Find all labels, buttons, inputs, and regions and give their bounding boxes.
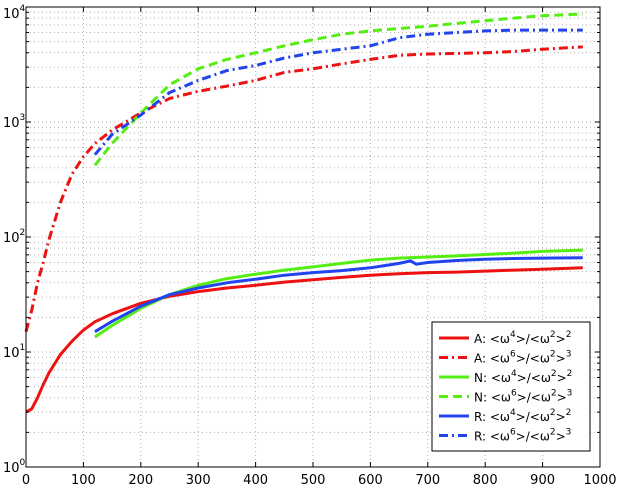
- x-tick-label: 0: [22, 473, 30, 488]
- x-tick-label: 500: [301, 473, 326, 488]
- y-tick-label: 100: [3, 458, 26, 476]
- series-line-6: [93, 28, 583, 156]
- y-tick-label: 104: [3, 4, 26, 22]
- legend-box: [431, 321, 591, 452]
- x-tick-label: 100: [71, 473, 96, 488]
- y-tick-label: 101: [3, 343, 25, 361]
- legend-label: N: <ω4>/<ω2>2: [474, 369, 572, 385]
- series-line-1: [25, 266, 583, 414]
- x-tick-label: 1000: [583, 473, 616, 488]
- legend-label: N: <ω6>/<ω2>3: [474, 389, 572, 405]
- x-tick-label: 400: [243, 473, 268, 488]
- x-tick-label: 200: [128, 473, 153, 488]
- legend-label: A: <ω4>/<ω2>2: [474, 330, 571, 346]
- y-tick-label: 102: [3, 228, 25, 246]
- legend-label: R: <ω6>/<ω2>3: [474, 428, 571, 444]
- axis-ticks: 0 100 200 300 400 500 600 700 800 900 100010010110…: [3, 4, 617, 488]
- x-tick-label: 900: [530, 473, 555, 488]
- legend-label: R: <ω4>/<ω2>2: [474, 408, 571, 424]
- series-line-4: [93, 12, 583, 167]
- series-lines: [24, 12, 583, 414]
- x-tick-label: 700: [415, 473, 440, 488]
- x-tick-label: 300: [186, 473, 211, 488]
- grid-lines: [26, 7, 600, 467]
- x-tick-label: 800: [473, 473, 498, 488]
- series-line-5: [94, 256, 583, 333]
- legend-label: A: <ω6>/<ω2>3: [474, 350, 571, 366]
- x-tick-label: 600: [358, 473, 383, 488]
- series-line-2: [24, 45, 583, 333]
- y-tick-label: 103: [3, 113, 25, 131]
- legend: A: <ω4>/<ω2>2 A: <ω6>/<ω2>3 N: <ω4>/<ω2>2 N…: [431, 321, 591, 452]
